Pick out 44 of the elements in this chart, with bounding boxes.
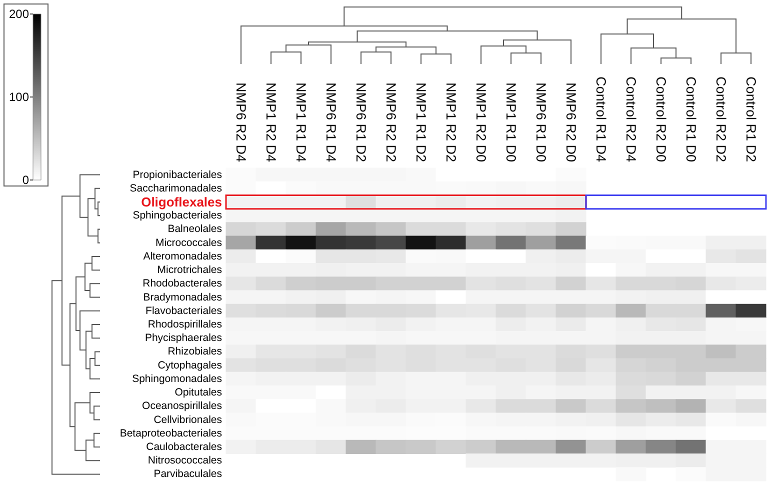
y-tick-label: Rhodobacterales (142, 278, 222, 290)
x-tick-label: NMP1 R2 D4 (264, 82, 278, 162)
y-tick-label: Oceanospirillales (142, 400, 222, 412)
color-bar-label: 200 (8, 7, 30, 21)
x-tick-label: NMP1 R2 D2 (444, 82, 458, 162)
y-tick-label: Sphingomonadales (132, 372, 222, 385)
x-tick-label: NMP6 R2 D2 (384, 82, 398, 162)
x-tick-label: Control R1 D0 (684, 76, 698, 162)
y-tick-label: Saccharimonadales (130, 182, 222, 194)
y-tick-label: Micrococcales (155, 236, 222, 249)
y-tick-label: Propionibacteriales (132, 168, 222, 181)
y-tick-label: Rhizobiales (168, 346, 222, 358)
y-tick-label: Cytophagales (158, 359, 222, 372)
x-tick-label: NMP1 R1 D4 (294, 82, 308, 162)
y-tick-label: Betaproteobacteriales (120, 427, 222, 440)
y-tick-label: Phycisphaerales (144, 332, 222, 344)
y-tick-label: Nitrosococcales (148, 454, 222, 467)
y-tick-label: Opitutales (174, 386, 222, 399)
color-bar-label: 100 (8, 90, 30, 104)
x-tick-label: Control R2 D0 (654, 76, 668, 162)
y-tick-label: Rhodospirillales (148, 318, 222, 330)
x-tick-label: Control R2 D2 (714, 76, 728, 162)
y-tick-label: Bradymonadales (143, 291, 222, 304)
x-tick-label: NMP1 R1 D2 (414, 82, 428, 162)
x-tick-label: NMP6 R1 D4 (324, 82, 338, 162)
y-tick-label: Caulobacterales (146, 440, 222, 453)
y-tick-label: Microtrichales (157, 264, 222, 276)
y-tick-label: Cellvibrionales (154, 414, 222, 426)
x-tick-label: NMP1 R1 D0 (504, 82, 518, 162)
x-tick-label: Control R2 D4 (624, 76, 638, 162)
x-tick-label: NMP6 R2 D4 (234, 82, 248, 162)
y-tick-label: Oligoflexales (141, 194, 222, 210)
x-tick-label: Control R1 D2 (744, 76, 758, 162)
x-tick-label: NMP6 R1 D2 (354, 82, 368, 162)
y-tick-label: Flavobacteriales (146, 304, 222, 317)
y-tick-label: Balneolales (168, 223, 222, 236)
color-bar-label: 0 (22, 173, 30, 187)
x-tick-label: Control R1 D4 (594, 76, 608, 162)
x-tick-label: NMP6 R1 D0 (534, 82, 548, 162)
x-tick-label: NMP6 R2 D0 (564, 82, 578, 162)
y-tick-label: Alteromonadales (143, 250, 222, 262)
y-tick-label: Sphingobacteriales (132, 210, 222, 222)
x-tick-label: NMP1 R2 D0 (474, 82, 488, 162)
y-tick-label: Parvibaculales (154, 468, 222, 480)
